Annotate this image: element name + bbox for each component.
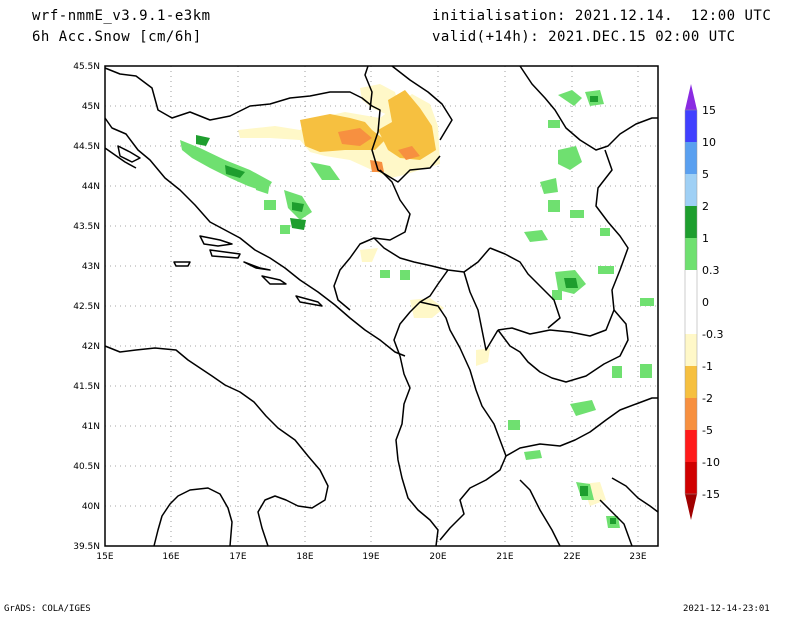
- colorbar-label: -2: [702, 392, 713, 405]
- colorbar-label: -1: [702, 360, 713, 373]
- lat-label: 43.5N: [73, 222, 100, 232]
- colorbar-label: 10: [702, 136, 716, 149]
- lat-label: 42.5N: [73, 302, 100, 312]
- lon-label: 23E: [629, 552, 646, 562]
- init-time: initialisation: 2021.12.14. 12:00 UTC: [432, 8, 772, 24]
- lat-label: 41N: [82, 422, 100, 432]
- lat-label: 44N: [82, 182, 100, 192]
- colorbar-label: 0.3: [702, 264, 720, 277]
- lat-label: 40N: [82, 502, 100, 512]
- lon-label: 16E: [162, 552, 179, 562]
- colorbar-label: 1: [702, 232, 709, 245]
- colorbar-segment: [685, 302, 697, 334]
- colorbar-label: -15: [702, 488, 720, 501]
- footer-credit: GrADS: COLA/IGES: [4, 604, 91, 614]
- footer-timestamp: 2021-12-14-23:01: [683, 604, 770, 614]
- colorbar-label: 0: [702, 296, 709, 309]
- colorbar-label: 15: [702, 104, 716, 117]
- colorbar-segment: [685, 206, 697, 238]
- colorbar-bottom-arrow: [685, 494, 697, 520]
- coastlines-borders: [104, 65, 659, 547]
- lon-label: 15E: [96, 552, 113, 562]
- lon-label: 17E: [229, 552, 246, 562]
- colorbar-segment: [685, 110, 697, 142]
- colorbar-label: 5: [702, 168, 709, 181]
- valid-time: valid(+14h): 2021.DEC.15 02:00 UTC: [432, 29, 736, 45]
- colorbar-top-arrow: [685, 84, 697, 110]
- colorbar-segment: [685, 270, 697, 302]
- lat-label: 44.5N: [73, 142, 100, 152]
- colorbar-segment: [685, 334, 697, 366]
- lat-label: 40.5N: [73, 462, 100, 472]
- colorbar-segment: [685, 398, 697, 430]
- colorbar: 15 10 5 2 1 0.3 0 -0.3 -1 -2 -5 -10 -15: [684, 84, 723, 520]
- lon-label: 19E: [362, 552, 379, 562]
- lon-label: 18E: [296, 552, 313, 562]
- lat-label: 45N: [82, 102, 100, 112]
- lat-label: 43N: [82, 262, 100, 272]
- snow-fields-green: [180, 90, 654, 528]
- variable-title: 6h Acc.Snow [cm/6h]: [32, 29, 202, 45]
- lon-label: 20E: [429, 552, 446, 562]
- colorbar-segment: [685, 430, 697, 462]
- map-frame: [104, 65, 659, 547]
- lon-label: 21E: [496, 552, 513, 562]
- lon-axis: 15E 16E 17E 18E 19E 20E 21E 22E 23E: [96, 552, 646, 562]
- lat-label: 42N: [82, 342, 100, 352]
- colorbar-segment: [685, 142, 697, 174]
- colorbar-segment: [685, 238, 697, 270]
- colorbar-label: -10: [702, 456, 720, 469]
- lon-label: 22E: [563, 552, 580, 562]
- colorbar-label: -0.3: [702, 328, 723, 341]
- lat-label: 41.5N: [73, 382, 100, 392]
- lat-axis: 45.5N 45N 44.5N 44N 43.5N 43N 42.5N 42N …: [73, 62, 100, 552]
- lat-label: 45.5N: [73, 62, 100, 72]
- colorbar-segment: [685, 366, 697, 398]
- model-title: wrf-nmmE_v3.9.1-e3km: [32, 8, 211, 24]
- colorbar-label: 2: [702, 200, 709, 213]
- lat-label: 39.5N: [73, 542, 100, 552]
- colorbar-label: -5: [702, 424, 713, 437]
- colorbar-segment: [685, 174, 697, 206]
- map-area: [104, 65, 659, 547]
- colorbar-segment: [685, 462, 697, 494]
- colorbar-outline: [684, 109, 698, 495]
